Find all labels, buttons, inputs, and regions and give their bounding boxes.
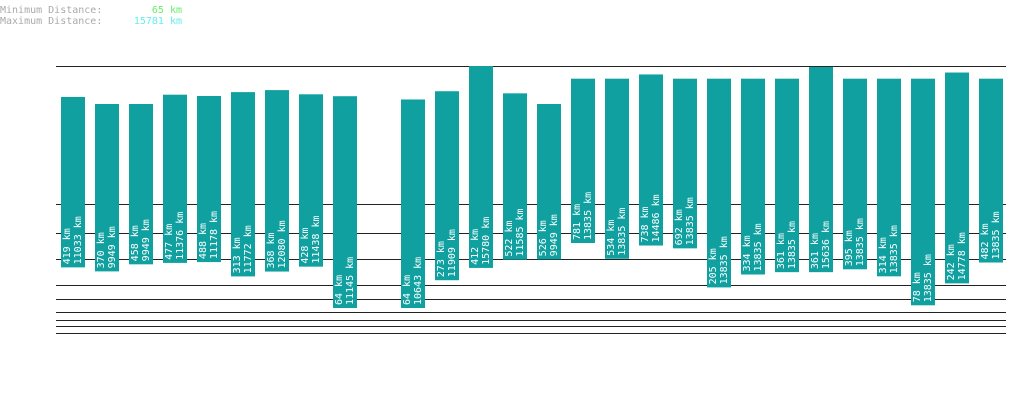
bar-label: 13835 km bbox=[617, 208, 628, 256]
bar bbox=[707, 78, 731, 288]
bar bbox=[979, 78, 1003, 263]
bar bbox=[639, 74, 663, 246]
bar-label: 13835 km bbox=[991, 211, 1002, 259]
bar bbox=[299, 94, 323, 267]
bar bbox=[197, 95, 221, 263]
bar-label: 14778 km bbox=[957, 232, 968, 280]
bar bbox=[911, 78, 935, 306]
bar-label: 14486 km bbox=[651, 194, 662, 242]
bar-label: 15636 km bbox=[821, 221, 832, 269]
bar-label: 13835 km bbox=[719, 236, 730, 284]
bar-label: 11145 km bbox=[345, 257, 356, 305]
bar-label: 395 km bbox=[844, 230, 855, 266]
summary-value: 65 km bbox=[152, 5, 182, 16]
summary-label: Minimum Distance: bbox=[0, 5, 102, 16]
bar-label: 314 km bbox=[878, 237, 889, 273]
bar-label: 15780 km bbox=[481, 217, 492, 265]
bar-label: 11909 km bbox=[447, 229, 458, 277]
bar-label: 13835 km bbox=[787, 221, 798, 269]
bar-label: 522 km bbox=[504, 220, 515, 256]
bar-label: 334 km bbox=[742, 235, 753, 271]
bar-label: 64 km bbox=[334, 275, 345, 305]
bar bbox=[775, 78, 799, 273]
bar-label: 78 km bbox=[912, 272, 923, 302]
bar-label: 13835 km bbox=[889, 225, 900, 273]
bar bbox=[469, 66, 493, 268]
bar bbox=[163, 94, 187, 263]
bar-label: 11376 km bbox=[175, 212, 186, 260]
bar bbox=[61, 96, 85, 268]
bar-label: 9949 km bbox=[107, 226, 118, 268]
summary-value: 15781 km bbox=[134, 16, 182, 27]
bar-label: 738 km bbox=[640, 206, 651, 242]
bar-label: 9949 km bbox=[141, 219, 152, 261]
bar-label: 482 km bbox=[980, 223, 991, 259]
bar bbox=[843, 78, 867, 270]
bar bbox=[435, 91, 459, 281]
bar-label: 361 km bbox=[776, 233, 787, 269]
bar-label: 11438 km bbox=[311, 215, 322, 263]
bar-label: 313 km bbox=[232, 237, 243, 273]
bar-label: 11772 km bbox=[243, 225, 254, 273]
bar-label: 205 km bbox=[708, 248, 719, 284]
bar bbox=[945, 72, 969, 284]
bar-label: 370 km bbox=[96, 232, 107, 268]
bar bbox=[401, 99, 425, 308]
bar-label: 477 km bbox=[164, 224, 175, 260]
bar-label: 428 km bbox=[300, 228, 311, 264]
bar-label: 242 km bbox=[946, 244, 957, 280]
bar bbox=[333, 96, 357, 308]
bar-label: 9949 km bbox=[549, 214, 560, 256]
bar-label: 11033 km bbox=[73, 216, 84, 264]
bar-label: 10643 km bbox=[413, 257, 424, 305]
bar bbox=[265, 90, 289, 272]
bar-label: 13835 km bbox=[753, 223, 764, 271]
bar-label: 526 km bbox=[538, 220, 549, 256]
bar-label: 11178 km bbox=[209, 211, 220, 259]
bar bbox=[673, 78, 697, 249]
bar-label: 412 km bbox=[470, 229, 481, 265]
bar-label: 13835 km bbox=[583, 192, 594, 240]
bar-label: 419 km bbox=[62, 228, 73, 264]
bar-label: 534 km bbox=[606, 220, 617, 256]
bar-label: 13835 km bbox=[923, 254, 934, 302]
bar bbox=[605, 78, 629, 259]
bar-label: 11585 km bbox=[515, 208, 526, 256]
bar bbox=[95, 104, 119, 272]
bar-label: 361 km bbox=[810, 233, 821, 269]
bar-label: 692 km bbox=[674, 209, 685, 245]
bar-label: 12080 km bbox=[277, 220, 288, 268]
bar bbox=[503, 93, 527, 260]
bar bbox=[231, 92, 255, 277]
bar bbox=[537, 104, 561, 260]
bar bbox=[741, 78, 765, 275]
bar-label: 13835 km bbox=[685, 197, 696, 245]
bar-label: 273 km bbox=[436, 241, 447, 277]
bar bbox=[877, 78, 901, 277]
bar-label: 368 km bbox=[266, 232, 277, 268]
bar-label: 488 km bbox=[198, 223, 209, 259]
bar bbox=[809, 66, 833, 273]
summary-label: Maximum Distance: bbox=[0, 16, 102, 27]
bar-label: 781 km bbox=[572, 204, 583, 240]
bar-label: 64 km bbox=[402, 275, 413, 305]
bar bbox=[129, 104, 153, 265]
bar bbox=[571, 78, 595, 243]
bar-label: 458 km bbox=[130, 225, 141, 261]
bar-label: 13835 km bbox=[855, 218, 866, 266]
